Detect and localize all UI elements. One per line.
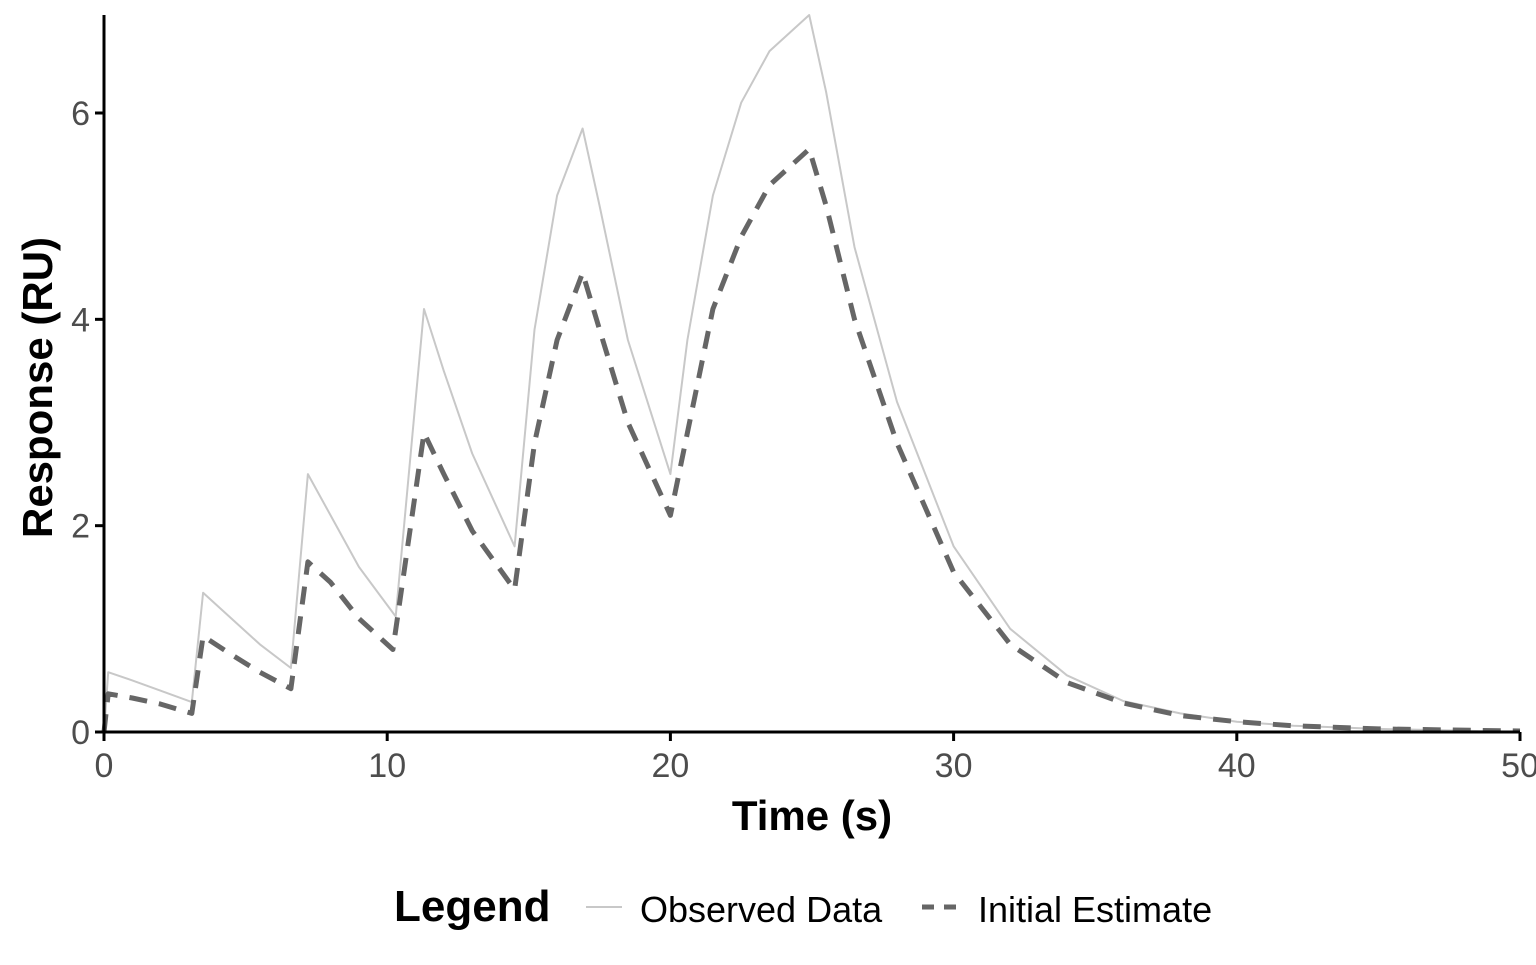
legend-label-initial-estimate: Initial Estimate	[978, 889, 1212, 930]
x-tick-label: 40	[1218, 747, 1256, 785]
y-tick-label: 6	[71, 95, 90, 133]
y-tick-label: 4	[71, 301, 90, 339]
series-line-initial-estimate	[101, 146, 1521, 734]
x-tick-label: 30	[935, 747, 973, 785]
legend-title: Legend	[394, 882, 550, 931]
legend: Legend Observed Data Initial Estimate	[394, 882, 1212, 931]
y-tick-label: 0	[71, 714, 90, 752]
series-line-observed-data	[103, 14, 1521, 733]
x-tick-label: 20	[651, 747, 689, 785]
legend-label-observed-data: Observed Data	[640, 889, 883, 930]
y-tick-label: 2	[71, 508, 90, 546]
series-layer	[101, 14, 1521, 734]
x-tick-label: 0	[95, 747, 114, 785]
y-axis-title: Response (RU)	[14, 237, 61, 538]
x-tick-label: 50	[1501, 747, 1536, 785]
x-tick-label: 10	[368, 747, 406, 785]
x-axis-title: Time (s)	[732, 792, 892, 839]
x-axis-ticks: 0 10 20 30 40 50	[95, 732, 1536, 785]
y-axis-ticks: 0 2 4 6	[71, 95, 104, 752]
axes-layer	[102, 15, 1520, 734]
